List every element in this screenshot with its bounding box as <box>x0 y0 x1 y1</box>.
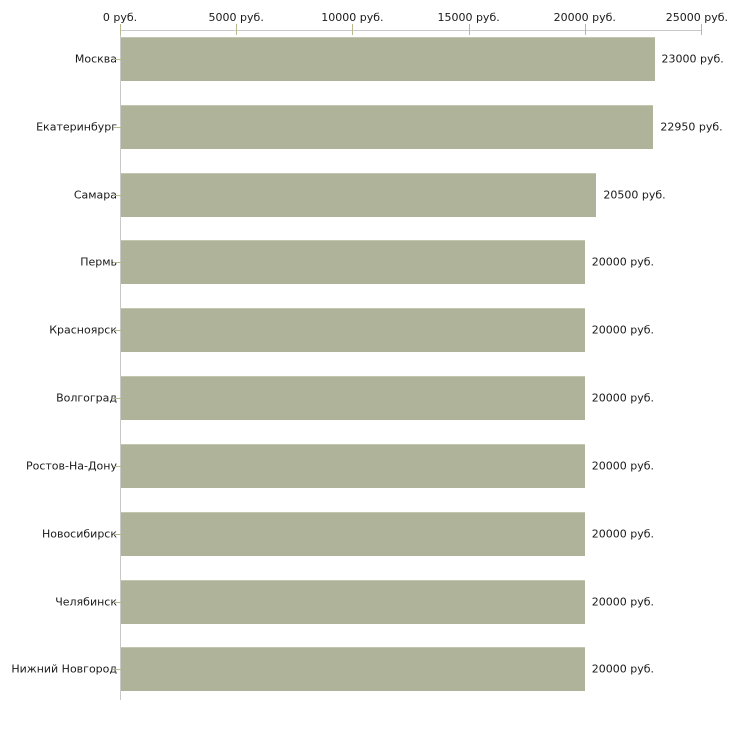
x-axis-tick <box>701 24 702 35</box>
category-label: Москва <box>74 52 117 66</box>
category-tick <box>113 398 121 399</box>
bar <box>121 580 585 624</box>
x-axis-tick <box>352 24 354 35</box>
category-label: Волгоград <box>56 391 117 405</box>
x-axis-tick <box>120 24 121 35</box>
x-axis-tick-label: 10000 руб. <box>321 11 384 24</box>
bar <box>121 173 596 217</box>
bar <box>121 647 585 691</box>
category-tick <box>113 59 121 60</box>
value-label: 22950 руб. <box>660 120 723 134</box>
category-tick <box>113 127 121 128</box>
category-tick <box>113 534 121 535</box>
bar <box>121 376 585 420</box>
bar <box>121 105 653 149</box>
category-tick <box>113 466 121 467</box>
category-label: Новосибирск <box>41 527 117 541</box>
category-label: Ростов-На-Дону <box>25 459 117 473</box>
category-label: Нижний Новгород <box>11 662 117 676</box>
x-axis-tick-label: 5000 руб. <box>208 11 264 24</box>
value-label: 20000 руб. <box>591 595 655 609</box>
category-label: Пермь <box>80 255 117 269</box>
x-axis-tick <box>468 24 470 35</box>
bar <box>121 308 585 352</box>
left-axis-line <box>120 30 121 700</box>
category-label: Челябинск <box>55 595 117 609</box>
category-tick <box>113 669 121 670</box>
x-axis-tick-label: 25000 руб. <box>665 11 728 24</box>
category-label: Екатеринбург <box>36 120 117 134</box>
value-label: 20000 руб. <box>591 459 655 473</box>
category-label: Самара <box>73 188 117 202</box>
bar <box>121 512 585 556</box>
x-axis-tick <box>584 24 586 35</box>
value-label: 20000 руб. <box>591 662 655 676</box>
x-axis-tick <box>236 24 238 35</box>
x-axis-tick-label: 0 руб. <box>102 11 138 24</box>
x-axis-tick-label: 20000 руб. <box>553 11 616 24</box>
category-tick <box>113 195 121 196</box>
category-tick <box>113 262 121 263</box>
x-axis-tick-label: 15000 руб. <box>437 11 500 24</box>
value-label: 23000 руб. <box>661 52 724 66</box>
value-label: 20500 руб. <box>603 188 666 202</box>
value-label: 20000 руб. <box>591 391 655 405</box>
value-label: 20000 руб. <box>591 323 655 337</box>
category-label: Красноярск <box>49 323 117 337</box>
bar <box>121 240 585 284</box>
category-tick <box>113 602 121 603</box>
bar <box>121 37 655 81</box>
value-label: 20000 руб. <box>591 255 655 269</box>
top-axis-line <box>120 30 702 31</box>
category-tick <box>113 330 121 331</box>
bar <box>121 444 585 488</box>
value-label: 20000 руб. <box>591 527 655 541</box>
